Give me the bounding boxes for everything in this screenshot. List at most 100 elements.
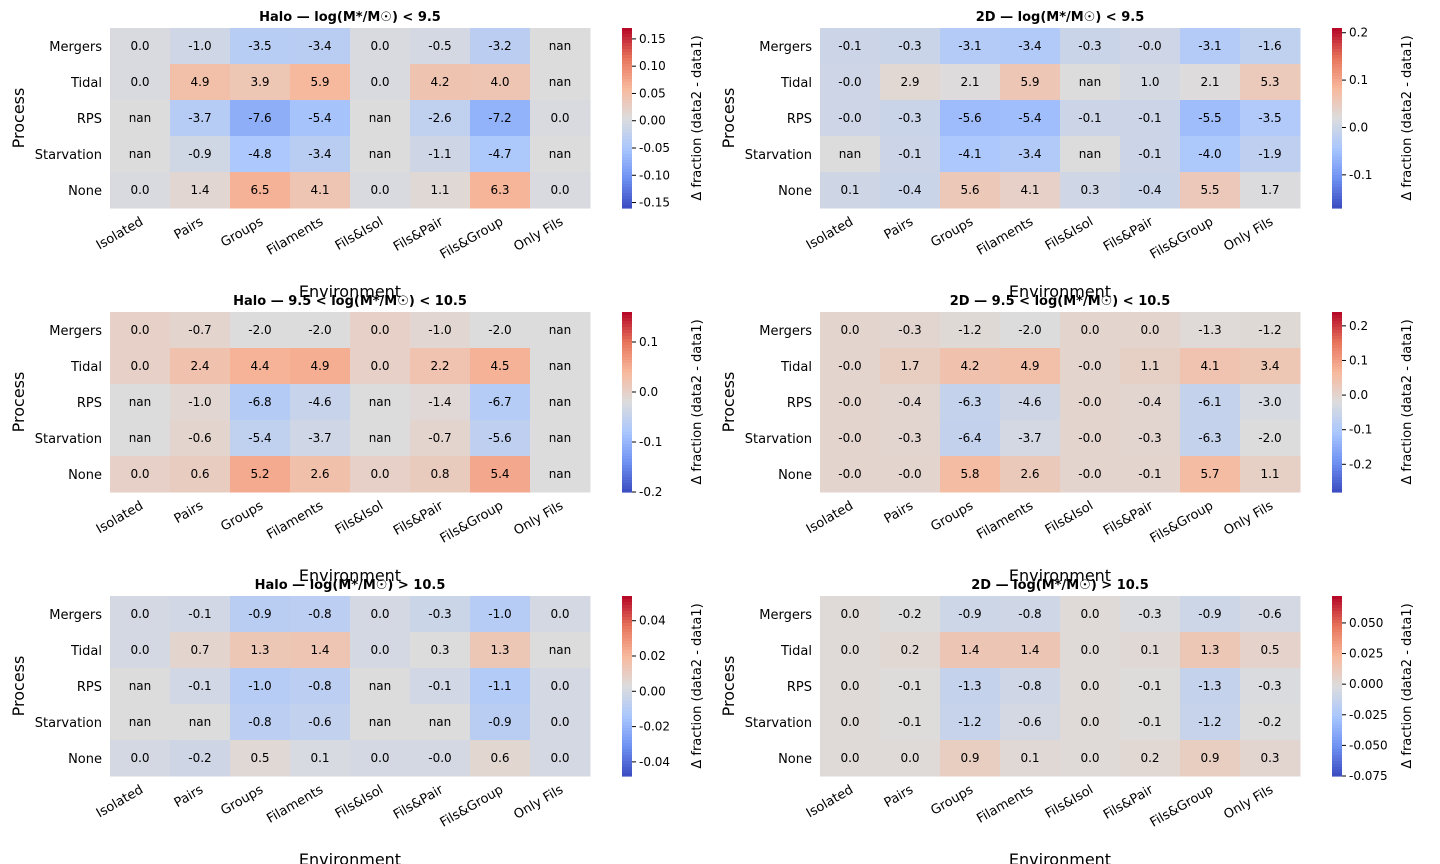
colorbar-segment [622,749,632,753]
cell-label: -3.4 [308,147,331,161]
heatmap-cell [1000,348,1061,385]
cell-label: -0.0 [838,431,861,445]
colorbar-segment [1332,722,1342,726]
heatmap-cell [230,456,291,493]
colorbar-segment [622,333,632,337]
colorbar-segment [622,372,632,376]
colorbar-segment [622,363,632,367]
colorbar-segment [622,417,632,421]
colorbar-tick-label: 0.1 [639,335,658,349]
colorbar-segment [622,124,632,128]
heatmap-cell [350,348,411,385]
cell-label: -0.3 [898,431,921,445]
heatmap-cell [470,632,531,669]
heatmap-cell [940,384,1001,421]
heatmap-cell [1240,740,1301,777]
colorbar-segment [622,366,632,370]
colorbar-segment [1332,145,1342,149]
cell-label: 2.6 [310,467,329,481]
colorbar-segment [1332,611,1342,615]
heatmap-cell [110,348,171,385]
heatmap-cell [110,704,171,741]
heatmap-cell [230,28,291,65]
row-label: Mergers [49,40,102,55]
column-label: Fils&Isol [333,214,386,253]
column-label: Isolated [94,498,146,537]
heatmap-cell [1180,420,1241,457]
cell-label: -0.6 [308,715,331,729]
cell-label: nan [549,431,572,445]
cell-label: -1.2 [1258,323,1281,337]
cell-label: 2.1 [1200,75,1219,89]
colorbar-segment [1332,393,1342,397]
cell-label: -3.0 [1258,395,1281,409]
heatmap-cell [1000,100,1061,137]
x-axis-title: Environment [299,566,401,585]
colorbar-segment [1332,124,1342,128]
colorbar-segment [622,746,632,750]
heatmap-cell [880,420,941,457]
colorbar-segment [1332,698,1342,702]
heatmap-cell [1060,420,1121,457]
cell-label: 5.9 [1020,75,1039,89]
column-label: Filaments [264,782,326,826]
cell-label: nan [129,111,152,125]
heatmap-cell [170,384,231,421]
cell-label: 5.5 [1200,183,1219,197]
heatmap-cell [1180,456,1241,493]
heatmap-cell [230,632,291,669]
heatmap-cell [230,100,291,137]
colorbar-segment [1332,465,1342,469]
heatmap-cell [470,172,531,209]
cell-label: 0.0 [840,715,859,729]
heatmap-cell [290,596,351,633]
cell-label: nan [369,395,392,409]
cell-label: -2.0 [1018,323,1041,337]
colorbar-segment [622,629,632,633]
colorbar-tick-label: -0.05 [639,141,670,155]
heatmap-cell [530,384,591,421]
cell-label: 0.0 [550,679,569,693]
colorbar-tick-label: 0.000 [1349,677,1383,691]
heatmap-panel-3: Halo — 9.5 < log(M*/M☉) < 10.5 0.0 -0.7 -2.… [9,294,705,585]
colorbar-segment [622,701,632,705]
colorbar-tick-label: -0.15 [639,196,670,210]
cell-label: -0.0 [838,111,861,125]
cell-label: 0.0 [840,679,859,693]
colorbar-segment [1332,486,1342,490]
colorbar-segment [1332,64,1342,68]
heatmap-cell [230,136,291,173]
colorbar-segment [622,193,632,197]
colorbar-segment [622,423,632,427]
colorbar-segment [622,441,632,445]
cell-label: -5.6 [958,111,981,125]
heatmap-cell [230,64,291,101]
heatmap-cell [350,172,411,209]
cell-label: -1.0 [488,607,511,621]
row-label: RPS [77,680,102,695]
cell-label: 0.0 [130,607,149,621]
heatmap-cell [350,312,411,349]
colorbar-segment [1332,713,1342,717]
heatmap-cell [1120,136,1181,173]
colorbar-segment [622,318,632,322]
colorbar-segment [622,360,632,364]
colorbar-segment [1332,199,1342,203]
cell-label: 0.8 [430,467,449,481]
cell-label: -6.1 [1198,395,1221,409]
colorbar-segment [1332,638,1342,642]
heatmap-cell [1180,348,1241,385]
colorbar-segment [622,611,632,615]
cell-label: -0.5 [428,39,451,53]
colorbar-segment [1332,384,1342,388]
heatmap-cell [230,312,291,349]
column-label: Fils&Group [1148,782,1216,830]
heatmap-cell [470,384,531,421]
colorbar-segment [622,40,632,44]
colorbar-segment [622,480,632,484]
colorbar-segment [1332,737,1342,741]
cell-label: -0.6 [1258,607,1281,621]
colorbar-segment [622,351,632,355]
colorbar-segment [1332,707,1342,711]
cell-label: 0.0 [840,643,859,657]
